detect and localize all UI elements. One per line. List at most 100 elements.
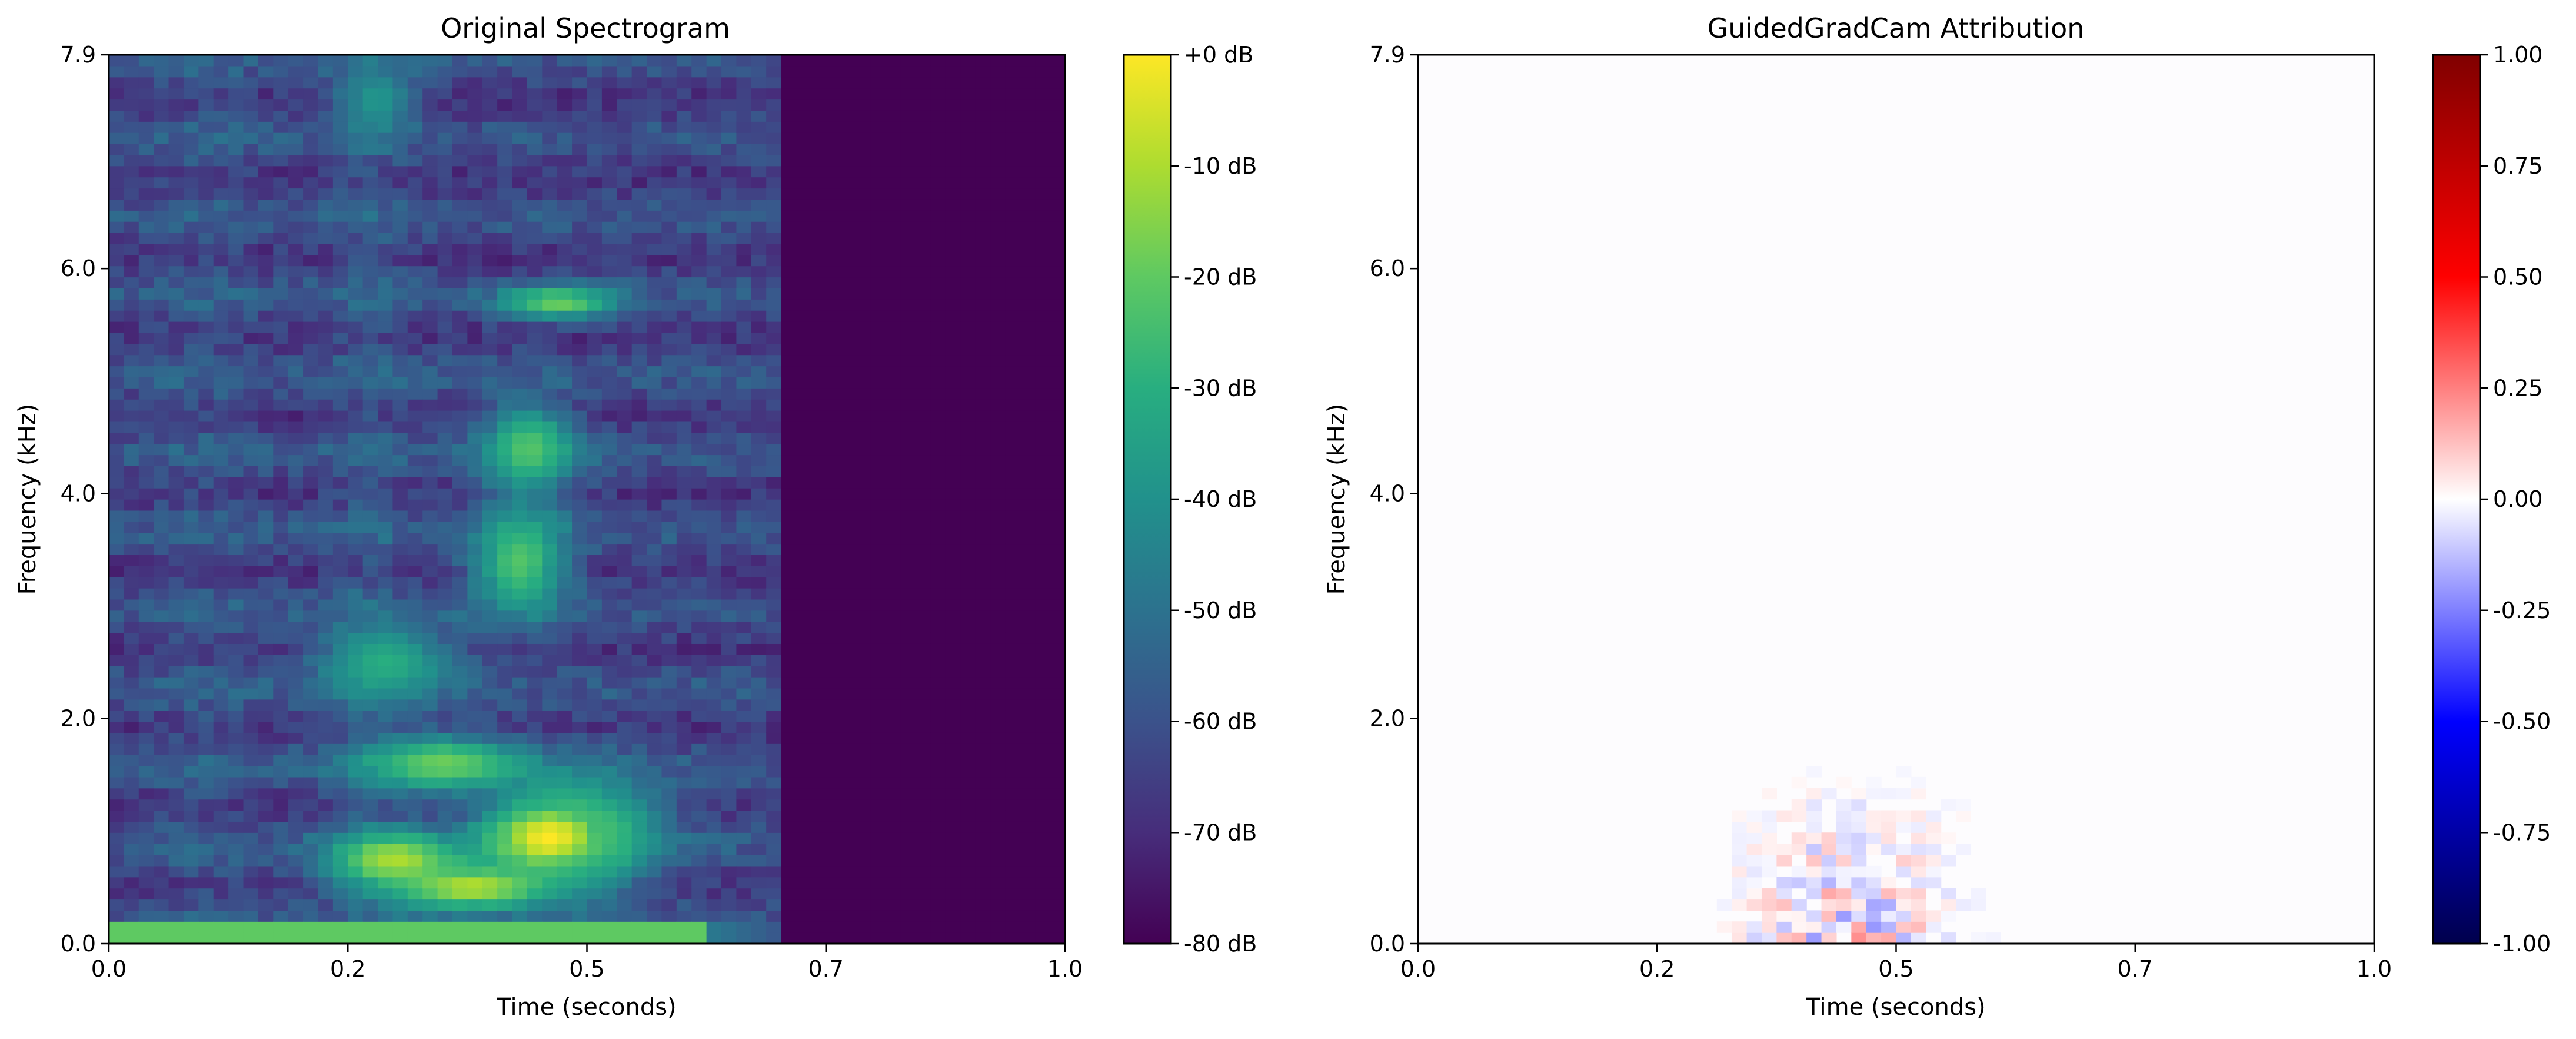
spectrogram-cell xyxy=(542,821,558,833)
spectrogram-cell xyxy=(213,265,229,278)
spectrogram-cell xyxy=(512,399,528,411)
spectrogram-cell xyxy=(422,88,438,100)
spectrogram-cell xyxy=(841,499,857,511)
spectrogram-cell xyxy=(990,799,1006,811)
spectrogram-cell xyxy=(631,321,647,333)
spectrogram-cell xyxy=(542,776,558,789)
spectrogram-cell xyxy=(168,865,184,878)
spectrogram-cell xyxy=(362,499,378,511)
spectrogram-cell xyxy=(138,899,154,911)
spectrogram-cell xyxy=(975,655,991,666)
spectrogram-cell xyxy=(288,721,304,733)
spectrogram-cell xyxy=(452,77,468,89)
spectrogram-cell xyxy=(856,666,871,678)
spectrogram-cell xyxy=(751,566,767,577)
spectrogram-cell xyxy=(691,277,707,288)
spectrogram-cell xyxy=(617,577,633,589)
spectrogram-cell xyxy=(751,688,767,700)
spectrogram-cell xyxy=(886,454,901,466)
spectrogram-cell xyxy=(497,899,513,911)
spectrogram-cell xyxy=(482,210,498,222)
spectrogram-cell xyxy=(437,666,453,678)
spectrogram-cell xyxy=(930,332,946,344)
spectrogram-cell xyxy=(900,543,916,555)
spectrogram-cell xyxy=(467,443,483,456)
spectrogram-cell xyxy=(1005,877,1021,889)
spectrogram-cell xyxy=(213,443,229,456)
spectrogram-cell xyxy=(930,832,946,844)
spectrogram-cell xyxy=(916,543,931,555)
spectrogram-cell xyxy=(378,910,394,922)
spectrogram-cell xyxy=(348,377,364,389)
spectrogram-cell xyxy=(617,555,633,566)
spectrogram-cell xyxy=(856,766,871,778)
spectrogram-cell xyxy=(751,454,767,466)
spectrogram-cell xyxy=(751,699,767,711)
spectrogram-cell xyxy=(736,99,752,111)
spectrogram-cell xyxy=(303,210,319,222)
spectrogram-cell xyxy=(243,743,259,755)
spectrogram-cell xyxy=(811,88,827,100)
spectrogram-cell xyxy=(811,688,827,700)
spectrogram-cell xyxy=(362,621,378,633)
spectrogram-cell xyxy=(751,477,767,489)
spectrogram-cell xyxy=(811,888,827,900)
spectrogram-cell xyxy=(826,566,841,577)
spectrogram-cell xyxy=(811,432,827,444)
spectrogram-cell xyxy=(886,566,901,577)
spectrogram-cell xyxy=(288,610,304,622)
spectrogram-cell xyxy=(198,77,214,89)
spectrogram-cell xyxy=(691,77,707,89)
spectrogram-cell xyxy=(198,477,214,489)
spectrogram-cell xyxy=(154,710,169,722)
spectrogram-cell xyxy=(960,532,976,545)
spectrogram-cell xyxy=(422,699,438,711)
spectrogram-cell xyxy=(736,543,752,555)
spectrogram-cell xyxy=(691,799,707,811)
spectrogram-cell xyxy=(930,855,946,867)
spectrogram-cell xyxy=(811,810,827,822)
spectrogram-cell xyxy=(900,354,916,367)
spectrogram-cell xyxy=(154,354,169,367)
spectrogram-cell xyxy=(557,221,573,233)
spectrogram-cell xyxy=(676,855,692,867)
spectrogram-cell xyxy=(826,210,841,222)
spectrogram-cell xyxy=(766,65,782,78)
spectrogram-cell xyxy=(811,932,827,944)
spectrogram-cell xyxy=(856,188,871,200)
spectrogram-cell xyxy=(362,655,378,666)
spectrogram-cell xyxy=(332,599,348,611)
spectrogram-cell xyxy=(691,888,707,900)
spectrogram-cell xyxy=(288,799,304,811)
spectrogram-cell xyxy=(288,766,304,778)
spectrogram-cell xyxy=(572,766,588,778)
spectrogram-cell xyxy=(796,77,811,89)
spectrogram-cell xyxy=(781,132,797,144)
spectrogram-cell xyxy=(497,132,513,144)
spectrogram-cell xyxy=(124,177,139,189)
spectrogram-cell xyxy=(273,144,289,155)
spectrogram-cell xyxy=(736,132,752,144)
spectrogram-cell xyxy=(572,643,588,655)
spectrogram-cell xyxy=(706,88,722,100)
spectrogram-cell xyxy=(124,265,139,278)
spectrogram-cell xyxy=(154,265,169,278)
spectrogram-cell xyxy=(676,832,692,844)
spectrogram-cell xyxy=(407,377,423,389)
spectrogram-cell xyxy=(751,321,767,333)
spectrogram-cell xyxy=(647,265,663,278)
spectrogram-cell xyxy=(631,810,647,822)
spectrogram-cell xyxy=(512,921,528,933)
spectrogram-cell xyxy=(378,410,394,422)
spectrogram-cell xyxy=(601,632,617,644)
spectrogram-cell xyxy=(482,299,498,311)
spectrogram-cell xyxy=(452,799,468,811)
spectrogram-cell xyxy=(422,277,438,288)
spectrogram-cell xyxy=(990,233,1006,244)
spectrogram-cell xyxy=(258,388,274,400)
spectrogram-cell xyxy=(1005,277,1021,288)
spectrogram-cell xyxy=(1005,521,1021,533)
spectrogram-cell xyxy=(467,877,483,889)
spectrogram-cell xyxy=(736,621,752,633)
spectrogram-cell xyxy=(183,310,199,322)
